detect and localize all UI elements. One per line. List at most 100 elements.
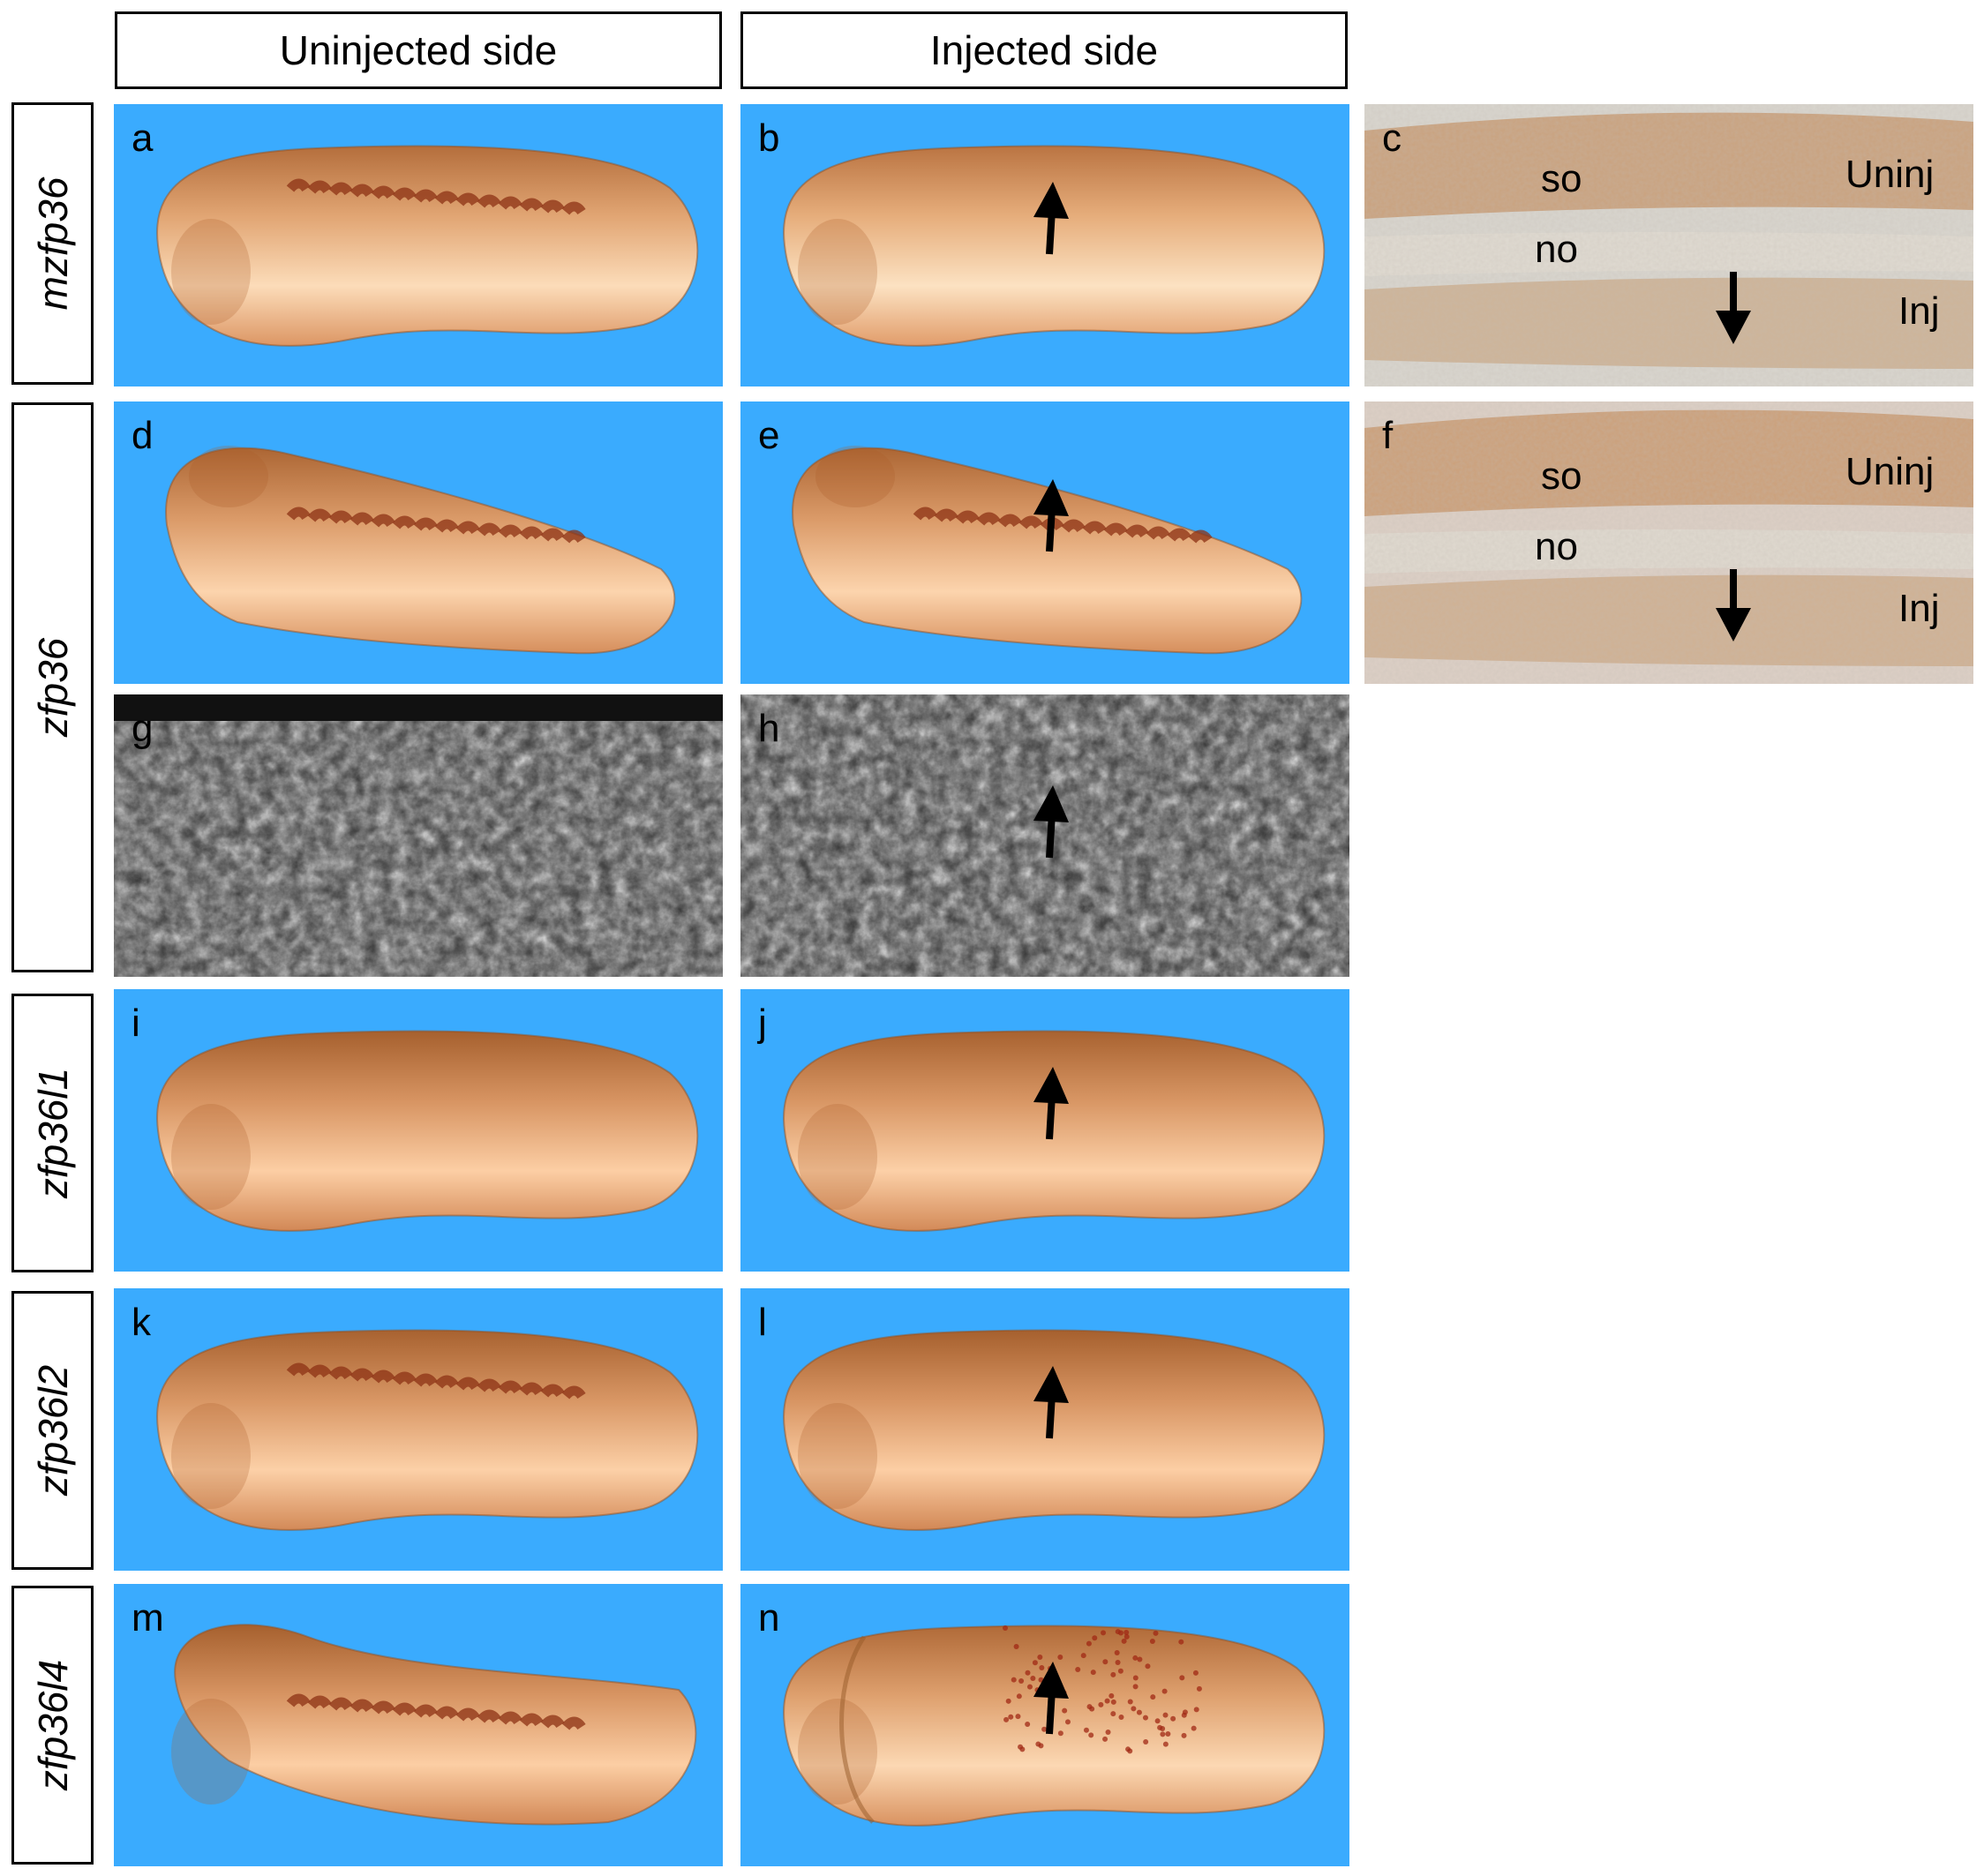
embryo — [783, 1625, 1326, 1827]
arrow-icon — [1033, 182, 1069, 255]
somite — [561, 201, 586, 215]
somite — [1018, 515, 1043, 529]
somite — [1061, 519, 1086, 533]
somite — [286, 178, 311, 192]
histology-label-uninjected: Uninj — [1845, 450, 1935, 493]
row-label-zfp36l2: zfp36l2 — [11, 1291, 94, 1570]
panel-b: b — [740, 104, 1349, 386]
stain-dot — [1025, 1670, 1031, 1676]
somite — [286, 507, 311, 521]
histology-label-uninjected: Uninj — [1845, 153, 1935, 196]
sem-texture — [114, 721, 723, 977]
somite — [1146, 526, 1170, 540]
stain-dot — [1102, 1736, 1108, 1742]
stain-dot — [1011, 1677, 1017, 1683]
arrow-icon — [1716, 272, 1751, 344]
stain-dot — [1132, 1675, 1139, 1681]
arrow-icon — [1033, 1662, 1069, 1735]
somite — [540, 1384, 565, 1398]
somite — [328, 1697, 353, 1711]
stain-dot — [1083, 1727, 1089, 1733]
stain-dot — [1039, 1665, 1045, 1671]
somite — [434, 191, 459, 205]
stain-dot — [1162, 1712, 1169, 1718]
row-label-text: mzfp36 — [29, 176, 76, 311]
panel-letter: g — [132, 707, 154, 750]
somite — [477, 1378, 501, 1392]
somite — [540, 1715, 565, 1729]
stain-dot — [1115, 1660, 1121, 1666]
somite — [477, 194, 501, 208]
stain-dot — [1165, 1731, 1171, 1737]
panel-letter: i — [132, 1002, 140, 1045]
somite — [307, 1695, 332, 1709]
somite — [1082, 521, 1107, 535]
somite — [307, 508, 332, 522]
stain-dot — [1118, 1714, 1124, 1720]
arrow-icon — [1716, 569, 1751, 642]
stain-dot — [1086, 1640, 1092, 1647]
somite — [540, 528, 565, 542]
panel-n: n — [740, 1584, 1349, 1866]
somite — [477, 522, 501, 537]
somite — [519, 1713, 544, 1727]
stain-dot — [1105, 1730, 1111, 1736]
stain-dot — [1161, 1688, 1168, 1694]
stain-dot — [1132, 1655, 1139, 1661]
stain-dot — [1032, 1660, 1038, 1666]
panel-e: e — [740, 401, 1349, 684]
stain-dot — [1089, 1706, 1095, 1712]
stain-dot — [1124, 1629, 1130, 1635]
somite — [434, 1375, 459, 1389]
stain-dot — [1150, 1694, 1156, 1700]
somite — [540, 199, 565, 214]
embryo — [165, 446, 676, 655]
histology-label-notochord: no — [1535, 525, 1578, 568]
somite — [413, 1373, 438, 1387]
stain-dot — [1182, 1709, 1188, 1715]
row-label-text: zfp36l2 — [29, 1364, 76, 1497]
somite — [561, 1385, 586, 1399]
somite — [371, 514, 395, 528]
panel-j: j — [740, 989, 1349, 1272]
stain-dot — [1121, 1638, 1127, 1644]
stain-dot — [1124, 1633, 1130, 1640]
arrow-icon — [1033, 1067, 1069, 1140]
somite — [349, 512, 374, 526]
somite — [307, 1364, 332, 1378]
stain-dot — [1005, 1698, 1011, 1704]
panel-g: g — [114, 694, 723, 977]
somite — [455, 1707, 480, 1722]
panel-c: c so no Uninj Inj — [1364, 104, 1973, 386]
somite — [392, 187, 417, 201]
somite — [455, 192, 480, 206]
embryo — [174, 1624, 697, 1826]
stain-dot — [1003, 1716, 1010, 1722]
row-label-zfp36l1: zfp36l1 — [11, 994, 94, 1272]
header-injected-side: Injected side — [740, 11, 1348, 89]
histology-label-somite: so — [1541, 157, 1582, 200]
somite — [934, 508, 958, 522]
panel-letter: n — [758, 1596, 780, 1640]
panel-letter: k — [132, 1301, 151, 1344]
row-label-zfp36l4: zfp36l4 — [11, 1586, 94, 1865]
somite — [498, 524, 522, 538]
panel-i: i — [114, 989, 723, 1272]
row-label-text: zfp36 — [29, 637, 76, 738]
stain-dot — [1131, 1706, 1137, 1712]
somite — [371, 185, 395, 199]
stain-dot — [1178, 1639, 1184, 1645]
stain-dot — [1160, 1725, 1166, 1731]
panel-h: h — [740, 694, 1349, 977]
panel-letter: h — [758, 707, 780, 750]
stain-dot — [1170, 1715, 1176, 1722]
stain-dot — [1104, 1698, 1110, 1704]
stain-dot — [1191, 1725, 1197, 1731]
row-label-mzfp36: mzfp36 — [11, 102, 94, 385]
somite — [371, 1369, 395, 1384]
stain-dot — [1108, 1692, 1115, 1699]
stain-dot — [1035, 1741, 1041, 1747]
somite — [455, 1377, 480, 1391]
stain-dot — [1149, 1638, 1155, 1644]
histology-label-notochord: no — [1535, 228, 1578, 271]
